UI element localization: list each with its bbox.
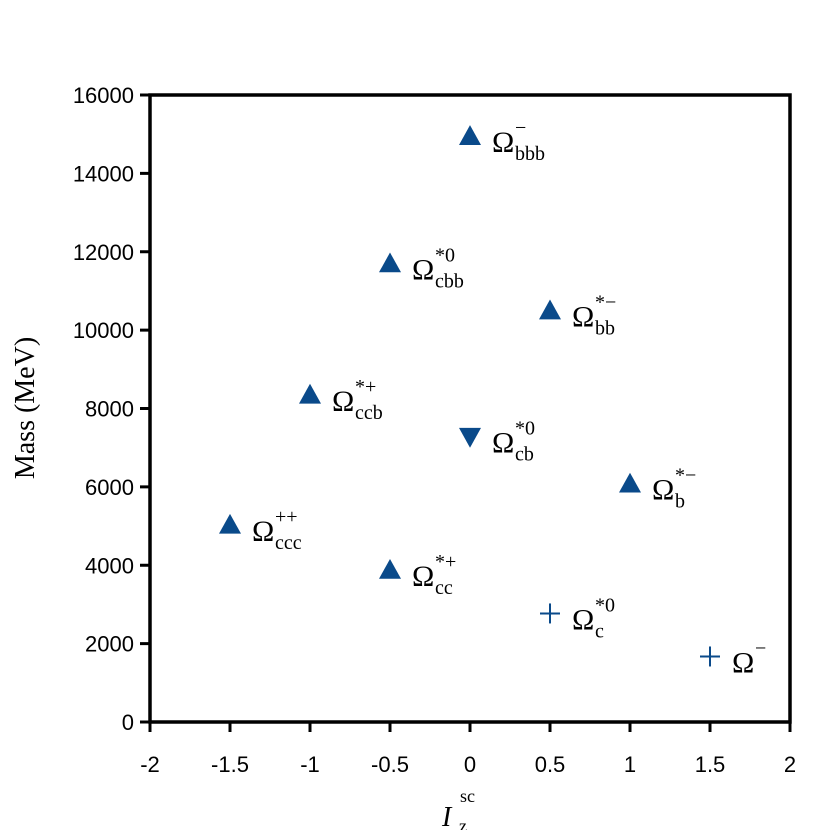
x-tick-label: 1 [624,752,636,777]
point-label-superscript: *− [595,292,616,314]
point-label-subscript: cc [435,577,453,599]
point-label-symbol: Ω [732,646,754,679]
data-point-triangle-up [459,125,481,145]
y-tick-label: 14000 [73,161,134,186]
x-tick-label: -1.5 [211,752,249,777]
point-label-superscript: − [755,637,766,659]
data-point-triangle-up [299,383,321,404]
y-tick-label: 12000 [73,240,134,265]
point-label-symbol: Ω [332,385,354,418]
x-tick-label: 1.5 [695,752,726,777]
point-label-subscript: ccb [355,402,383,424]
point-label-subscript: b [675,491,685,513]
y-tick-label: 6000 [85,475,134,500]
x-tick-label: 0.5 [535,752,566,777]
point-label-superscript: *− [675,465,696,487]
x-tick-label: 2 [784,752,796,777]
x-tick-label: -2 [140,752,160,777]
point-label-symbol: Ω [572,603,594,636]
point-label-subscript: cbb [435,271,464,293]
x-axis-title: I [441,802,453,830]
y-tick-label: 16000 [73,83,134,108]
point-label-subscript: bbb [515,143,545,165]
y-tick-label: 8000 [85,397,134,422]
y-tick-label: 0 [122,710,134,735]
y-tick-label: 2000 [85,632,134,657]
point-label-symbol: Ω [252,515,274,548]
data-point-triangle-up [619,472,641,493]
x-tick-label: -0.5 [371,752,409,777]
point-label-symbol: Ω [492,126,514,159]
data-point-triangle-up [379,558,401,579]
data-point-triangle-down [459,427,481,448]
point-label-superscript: *+ [355,376,376,398]
point-label-superscript: *0 [515,418,535,440]
data-point-triangle-up [539,299,561,320]
y-axis-title: Mass (MeV) [10,337,41,479]
point-label-superscript: ++ [275,506,298,528]
x-tick-label: 0 [464,752,476,777]
x-axis-title-main: I [441,802,453,830]
plot-frame [148,93,792,724]
data-point-plus [700,646,720,667]
data-point-triangle-up [379,252,401,273]
point-label-symbol: Ω [412,254,434,287]
point-label: Ω − [732,637,766,679]
point-label-superscript: − [515,117,526,139]
x-axis-title-sup: sc [460,786,475,806]
x-tick-label: -1 [300,752,320,777]
point-label-subscript: c [595,620,604,642]
point-label-subscript: bb [595,318,615,340]
point-label-superscript: *0 [595,594,615,616]
point-label-symbol: Ω [412,560,434,593]
point-label-subscript: ccc [275,532,302,554]
x-axis: -2 -1.5 -1 -0.5 0 0.5 1 1.5 2 [140,722,796,777]
point-label-symbol: Ω [652,474,674,507]
point-label-superscript: *0 [435,245,455,267]
point-label-symbol: Ω [572,301,594,334]
point-label-subscript: cb [515,444,534,466]
y-tick-label: 10000 [73,318,134,343]
data-points [219,125,720,667]
y-tick-label: 4000 [85,553,134,578]
y-axis: 0 2000 4000 6000 8000 10000 12000 14000 16000 [73,83,150,735]
data-point-triangle-up [219,513,241,534]
x-axis-title-sub: z [459,816,467,830]
point-label-superscript: *+ [435,551,456,573]
data-point-plus [540,603,560,624]
point-label-symbol: Ω [492,427,514,460]
